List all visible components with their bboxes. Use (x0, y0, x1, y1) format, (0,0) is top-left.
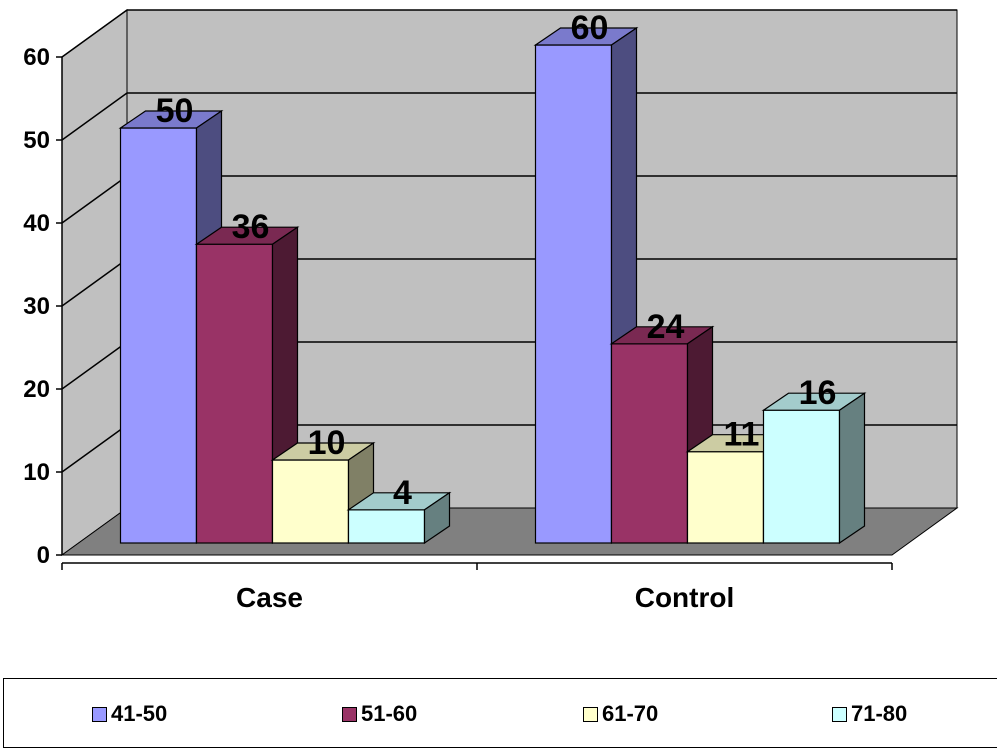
data-label: 4 (393, 474, 412, 512)
data-label: 10 (308, 424, 346, 462)
legend-swatch-1 (92, 706, 107, 722)
bar (118, 109, 224, 545)
bar-front (271, 459, 350, 544)
data-label: 11 (724, 416, 760, 454)
data-label: 24 (647, 308, 685, 346)
y-tick-label: 40 (23, 210, 50, 237)
legend-swatch-2 (342, 706, 357, 722)
legend-item-2: 51-60 (342, 701, 418, 726)
data-label: 16 (799, 374, 837, 412)
bar-front (534, 44, 613, 544)
bar-front (610, 343, 689, 544)
y-tick-label: 0 (37, 542, 50, 569)
x-tick-label: Case (236, 582, 303, 613)
bar-front (347, 509, 426, 544)
legend-item-3: 61-70 (583, 701, 659, 726)
y-tick-label: 10 (23, 459, 50, 486)
bar-chart-3d: 0 10 20 30 40 50 60 Case Control 50 36 10 4 60 24 11 16 (23, 9, 959, 613)
y-tick-label: 60 (23, 44, 50, 71)
bar-side (423, 491, 451, 545)
bar-front (762, 409, 841, 544)
legend-item-4: 71-80 (832, 701, 908, 726)
chart-legend: 41-50 51-60 61-70 71-80 (3, 678, 997, 748)
legend-item-1: 41-50 (92, 701, 168, 726)
bar (761, 392, 867, 545)
legend-label-3: 61-70 (602, 701, 659, 726)
legend-swatch-3 (583, 706, 598, 722)
y-tick-label: 50 (23, 127, 50, 154)
legend-label-1: 41-50 (111, 701, 168, 726)
data-label: 50 (156, 92, 194, 130)
data-label: 60 (571, 9, 609, 47)
bar-front (119, 127, 198, 544)
legend-label-2: 51-60 (361, 701, 418, 726)
bar-front (195, 243, 274, 544)
legend-label-4: 71-80 (851, 701, 908, 726)
x-tick-label: Control (635, 582, 735, 613)
legend-swatch-4 (832, 706, 847, 722)
y-tick-label: 30 (23, 293, 50, 320)
bar-front (686, 451, 765, 544)
bar-side (838, 392, 866, 545)
y-tick-label: 20 (23, 376, 50, 403)
bar (346, 491, 452, 545)
gridline (61, 92, 957, 141)
gridline (61, 9, 957, 58)
data-label: 36 (232, 208, 270, 246)
